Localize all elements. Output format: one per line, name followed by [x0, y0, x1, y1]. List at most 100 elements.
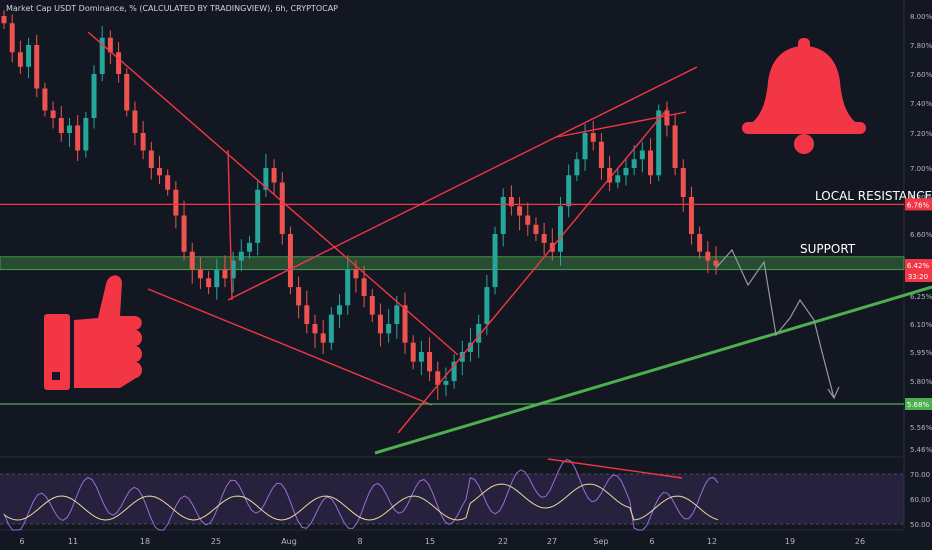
candle-body [639, 150, 645, 160]
current-price-badge-bg [905, 259, 932, 271]
x-tick-label: 19 [785, 537, 795, 546]
rsi-y-tick-label: 70.00 [910, 471, 930, 479]
candle-body [443, 381, 449, 385]
wedge-upper-line [227, 66, 698, 301]
countdown-badge: 33:20 [908, 273, 928, 281]
x-tick-label: Sep [593, 537, 608, 546]
candle-body [116, 52, 122, 74]
candle-body [648, 150, 654, 176]
candle-body [1, 16, 7, 24]
current-price-badge: 6.42% [907, 262, 930, 270]
y-tick-label: 7.40% [910, 100, 932, 108]
candle-body [9, 23, 15, 53]
rsi-y-tick-label: 60.00 [910, 496, 930, 504]
time-axis[interactable]: 6 11 18 25 Aug 8 15 22 27 Sep 6 12 19 26 [0, 529, 904, 546]
candle-body [165, 175, 171, 190]
drawings-layer[interactable] [0, 31, 932, 455]
candle-body [173, 189, 179, 216]
candle-body [361, 278, 367, 296]
candle-body [533, 224, 539, 234]
candle-body [476, 324, 482, 343]
candle-body [582, 133, 588, 160]
rsi-y-tick-label: 50.00 [910, 521, 930, 529]
candle-body [394, 305, 400, 324]
candle-body [337, 305, 343, 315]
candle-body [132, 110, 138, 133]
candle-body [345, 269, 351, 306]
candle-body [148, 150, 154, 168]
rsi-panel[interactable]: 70.00 60.00 50.00 [0, 456, 930, 531]
candle-body [279, 182, 285, 234]
x-tick-label: Aug [281, 537, 297, 546]
candle-body [230, 260, 236, 279]
candle-body [222, 269, 228, 279]
candle-body [263, 168, 269, 190]
candle-body [238, 251, 244, 261]
y-tick-label: 6.80% [910, 194, 932, 202]
candle-body [181, 215, 187, 252]
candle-body [50, 110, 56, 118]
support-low-price-badge-bg [905, 398, 932, 410]
candle-body [320, 333, 326, 343]
candle-body [631, 159, 637, 168]
candle-body [296, 287, 302, 306]
top-resistance-line [556, 111, 687, 138]
y-tick-label: 6.25% [910, 293, 932, 301]
candle-body [418, 352, 424, 362]
candle-body [99, 37, 105, 74]
candle-body [75, 125, 81, 151]
candle-body [287, 234, 293, 288]
candle-body [680, 168, 686, 197]
candle-body [492, 234, 498, 288]
candle-body [312, 324, 318, 334]
candlestick-series [1, 10, 719, 401]
candle-body [558, 206, 564, 252]
candle-body [66, 125, 72, 133]
candle-body [107, 37, 113, 53]
x-tick-label: 26 [855, 537, 865, 546]
support-low-price-badge: 5.68% [907, 401, 930, 409]
candle-body [369, 296, 375, 315]
support-zone [0, 256, 905, 271]
y-tick-label: 5.80% [910, 378, 932, 386]
bell-icon [736, 38, 866, 154]
y-tick-label: 5.56% [910, 424, 932, 432]
candle-body [124, 74, 130, 111]
candle-body [353, 269, 359, 279]
candle-body [672, 125, 678, 168]
candle-body [304, 305, 310, 324]
resistance-price-badge: 6.76% [907, 201, 930, 209]
price-axis[interactable]: 8.00% 7.80% 7.60% 7.40% 7.20% 7.00% 6.80% 6.60%… [903, 0, 932, 530]
x-tick-label: 27 [547, 537, 557, 546]
candle-body [656, 110, 662, 176]
candle-body [590, 133, 596, 142]
candle-body [255, 189, 261, 243]
candle-body [328, 314, 334, 343]
candle-body [451, 361, 457, 381]
candle-body [91, 74, 97, 118]
resistance-price-badge-bg [905, 198, 932, 211]
countdown-badge-bg [905, 270, 932, 282]
candle-body [517, 206, 523, 216]
thumbs-up-icon [44, 275, 142, 390]
candle-body [402, 305, 408, 343]
x-tick-label: 22 [498, 537, 508, 546]
x-tick-label: 15 [425, 537, 435, 546]
descending-trendline-inner [227, 149, 233, 301]
descending-trendline-lower [147, 288, 433, 406]
candle-body [156, 168, 162, 176]
candle-body [688, 197, 694, 234]
candle-body [566, 175, 572, 207]
candle-body [541, 234, 547, 243]
candle-body [271, 168, 277, 183]
x-tick-label: 6 [649, 537, 654, 546]
candle-body [508, 197, 514, 207]
candle-body [83, 118, 89, 151]
projection-arrowhead [827, 386, 840, 400]
candle-body [377, 314, 383, 334]
candle-body [574, 159, 580, 176]
rising-support-line [374, 285, 932, 455]
candle-body [26, 45, 32, 67]
y-tick-label: 5.95% [910, 349, 932, 357]
